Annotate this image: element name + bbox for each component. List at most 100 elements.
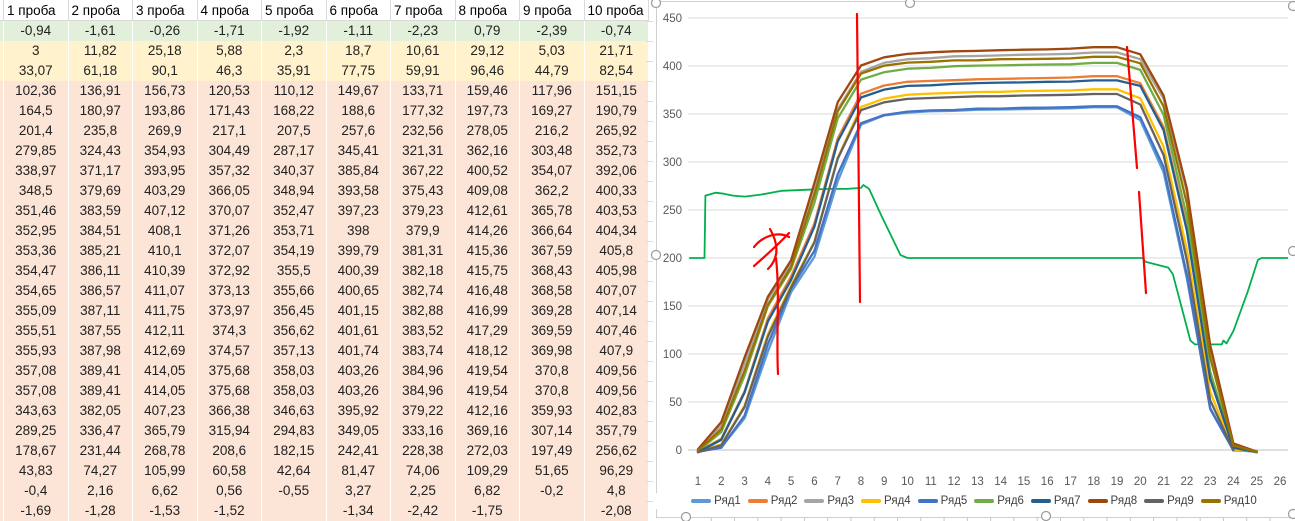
table-cell[interactable]: 404,34 (584, 221, 649, 241)
selection-handle[interactable] (904, 0, 916, 9)
table-cell[interactable]: 385,21 (68, 241, 133, 261)
table-cell[interactable]: 207,5 (262, 121, 327, 141)
table-cell[interactable]: 412,69 (133, 341, 198, 361)
table-cell[interactable]: 74,06 (391, 461, 456, 481)
legend-item-Ряд3[interactable]: Ряд3 (804, 494, 854, 508)
table-cell[interactable]: 357,32 (197, 161, 262, 181)
table-cell[interactable]: 379,9 (391, 221, 456, 241)
table-cell[interactable]: 0,79 (455, 21, 520, 41)
table-cell[interactable]: 120,53 (197, 81, 262, 101)
table-cell[interactable]: 348,94 (262, 181, 327, 201)
table-cell[interactable]: 217,1 (197, 121, 262, 141)
table-cell[interactable]: 10,61 (391, 41, 456, 61)
table-cell[interactable]: 345,41 (326, 141, 391, 161)
table-cell[interactable]: 365,78 (520, 201, 585, 221)
table-cell[interactable]: 25,18 (133, 41, 198, 61)
table-cell[interactable]: 346,63 (262, 401, 327, 421)
table-cell[interactable]: 389,41 (68, 381, 133, 401)
table-cell[interactable]: 407,07 (584, 281, 649, 301)
table-cell[interactable]: -1,53 (133, 501, 198, 521)
table-cell[interactable]: -1,75 (455, 501, 520, 521)
table-cell[interactable]: 375,68 (197, 361, 262, 381)
table-cell[interactable]: 164,5 (4, 101, 69, 121)
table-cell[interactable]: 44,79 (520, 61, 585, 81)
table-cell[interactable]: 294,83 (262, 421, 327, 441)
table-cell[interactable]: 268,78 (133, 441, 198, 461)
table-cell[interactable]: 354,19 (262, 241, 327, 261)
table-cell[interactable]: 416,99 (455, 301, 520, 321)
table-cell[interactable]: 201,4 (4, 121, 69, 141)
table-cell[interactable]: 355,66 (262, 281, 327, 301)
table-cell[interactable]: 359,93 (520, 401, 585, 421)
table-cell[interactable]: 412,61 (455, 201, 520, 221)
selection-handle[interactable] (650, 249, 662, 261)
table-cell[interactable]: 180,97 (68, 101, 133, 121)
table-cell[interactable]: 383,74 (391, 341, 456, 361)
table-cell[interactable]: 367,59 (520, 241, 585, 261)
table-cell[interactable]: 60,58 (197, 461, 262, 481)
table-cell[interactable]: 403,26 (326, 361, 391, 381)
table-cell[interactable]: -0,2 (520, 481, 585, 501)
series-line-Ряд10[interactable] (696, 55, 1258, 454)
table-cell[interactable]: 355,09 (4, 301, 69, 321)
table-cell[interactable]: 304,49 (197, 141, 262, 161)
table-cell[interactable]: -0,4 (4, 481, 69, 501)
table-cell[interactable]: 4,8 (584, 481, 649, 501)
legend-item-Ряд1[interactable]: Ряд1 (691, 494, 741, 508)
table-cell[interactable]: 18,7 (326, 41, 391, 61)
table-cell[interactable]: -2,39 (520, 21, 585, 41)
table-cell[interactable]: 405,8 (584, 241, 649, 261)
table-cell[interactable]: 400,33 (584, 181, 649, 201)
table-cell[interactable]: 46,3 (197, 61, 262, 81)
chart-plot[interactable]: 450400350300250200150100500-501234567891… (645, 0, 1295, 521)
table-cell[interactable]: 42,64 (262, 461, 327, 481)
table-cell[interactable]: 410,39 (133, 261, 198, 281)
table-cell[interactable]: -0,74 (584, 21, 649, 41)
table-cell[interactable]: 340,37 (262, 161, 327, 181)
table-cell[interactable]: -0,94 (4, 21, 69, 41)
table-cell[interactable]: 409,08 (455, 181, 520, 201)
table-cell[interactable]: 315,94 (197, 421, 262, 441)
selection-handle[interactable] (1040, 510, 1052, 521)
table-cell[interactable]: 392,06 (584, 161, 649, 181)
table-cell[interactable]: 410,1 (133, 241, 198, 261)
table-cell[interactable]: 407,46 (584, 321, 649, 341)
table-cell[interactable]: 159,46 (455, 81, 520, 101)
table-cell[interactable]: 356,62 (262, 321, 327, 341)
table-cell[interactable]: 77,75 (326, 61, 391, 81)
table-cell[interactable]: 3,27 (326, 481, 391, 501)
table-cell[interactable]: 193,86 (133, 101, 198, 121)
table-cell[interactable]: 82,54 (584, 61, 649, 81)
table-cell[interactable]: 397,23 (326, 201, 391, 221)
table-cell[interactable]: 407,12 (133, 201, 198, 221)
table-cell[interactable]: 6,82 (455, 481, 520, 501)
table-cell[interactable]: 90,1 (133, 61, 198, 81)
table-cell[interactable]: 358,03 (262, 361, 327, 381)
table-cell[interactable]: 415,75 (455, 261, 520, 281)
table-cell[interactable]: 352,95 (4, 221, 69, 241)
table-cell[interactable]: 393,95 (133, 161, 198, 181)
table-cell[interactable]: 149,67 (326, 81, 391, 101)
table-cell[interactable]: 6,62 (133, 481, 198, 501)
table-cell[interactable]: 385,84 (326, 161, 391, 181)
table-cell[interactable]: 417,29 (455, 321, 520, 341)
table-cell[interactable]: 407,23 (133, 401, 198, 421)
table-cell[interactable]: 375,68 (197, 381, 262, 401)
table-cell[interactable]: 393,58 (326, 181, 391, 201)
table-cell[interactable]: 5,03 (520, 41, 585, 61)
table-cell[interactable]: 105,99 (133, 461, 198, 481)
table-cell[interactable]: 11,82 (68, 41, 133, 61)
table-cell[interactable]: 2,25 (391, 481, 456, 501)
table-cell[interactable]: 386,11 (68, 261, 133, 281)
table-cell[interactable]: 355,51 (4, 321, 69, 341)
red-ink-annotation[interactable] (855, 12, 862, 304)
header-cell[interactable]: 2 проба (68, 0, 133, 21)
red-ink-annotation[interactable] (766, 227, 778, 271)
table-cell[interactable]: 51,65 (520, 461, 585, 481)
series-line-Ряд2[interactable] (696, 75, 1258, 453)
table-cell[interactable]: 231,44 (68, 441, 133, 461)
table-cell[interactable]: 321,31 (391, 141, 456, 161)
table-cell[interactable]: 352,47 (262, 201, 327, 221)
table-cell[interactable]: 235,8 (68, 121, 133, 141)
table-cell[interactable]: 401,61 (326, 321, 391, 341)
